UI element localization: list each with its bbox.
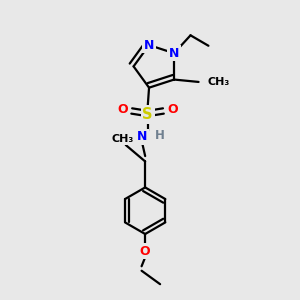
Text: N: N — [137, 130, 147, 143]
Text: N: N — [144, 39, 154, 52]
Text: CH₃: CH₃ — [112, 134, 134, 144]
Text: O: O — [140, 245, 151, 258]
Text: O: O — [167, 103, 178, 116]
Text: N: N — [169, 47, 179, 60]
Text: H: H — [155, 129, 165, 142]
Text: CH₃: CH₃ — [208, 77, 230, 87]
Text: S: S — [142, 107, 153, 122]
Text: O: O — [118, 103, 128, 116]
